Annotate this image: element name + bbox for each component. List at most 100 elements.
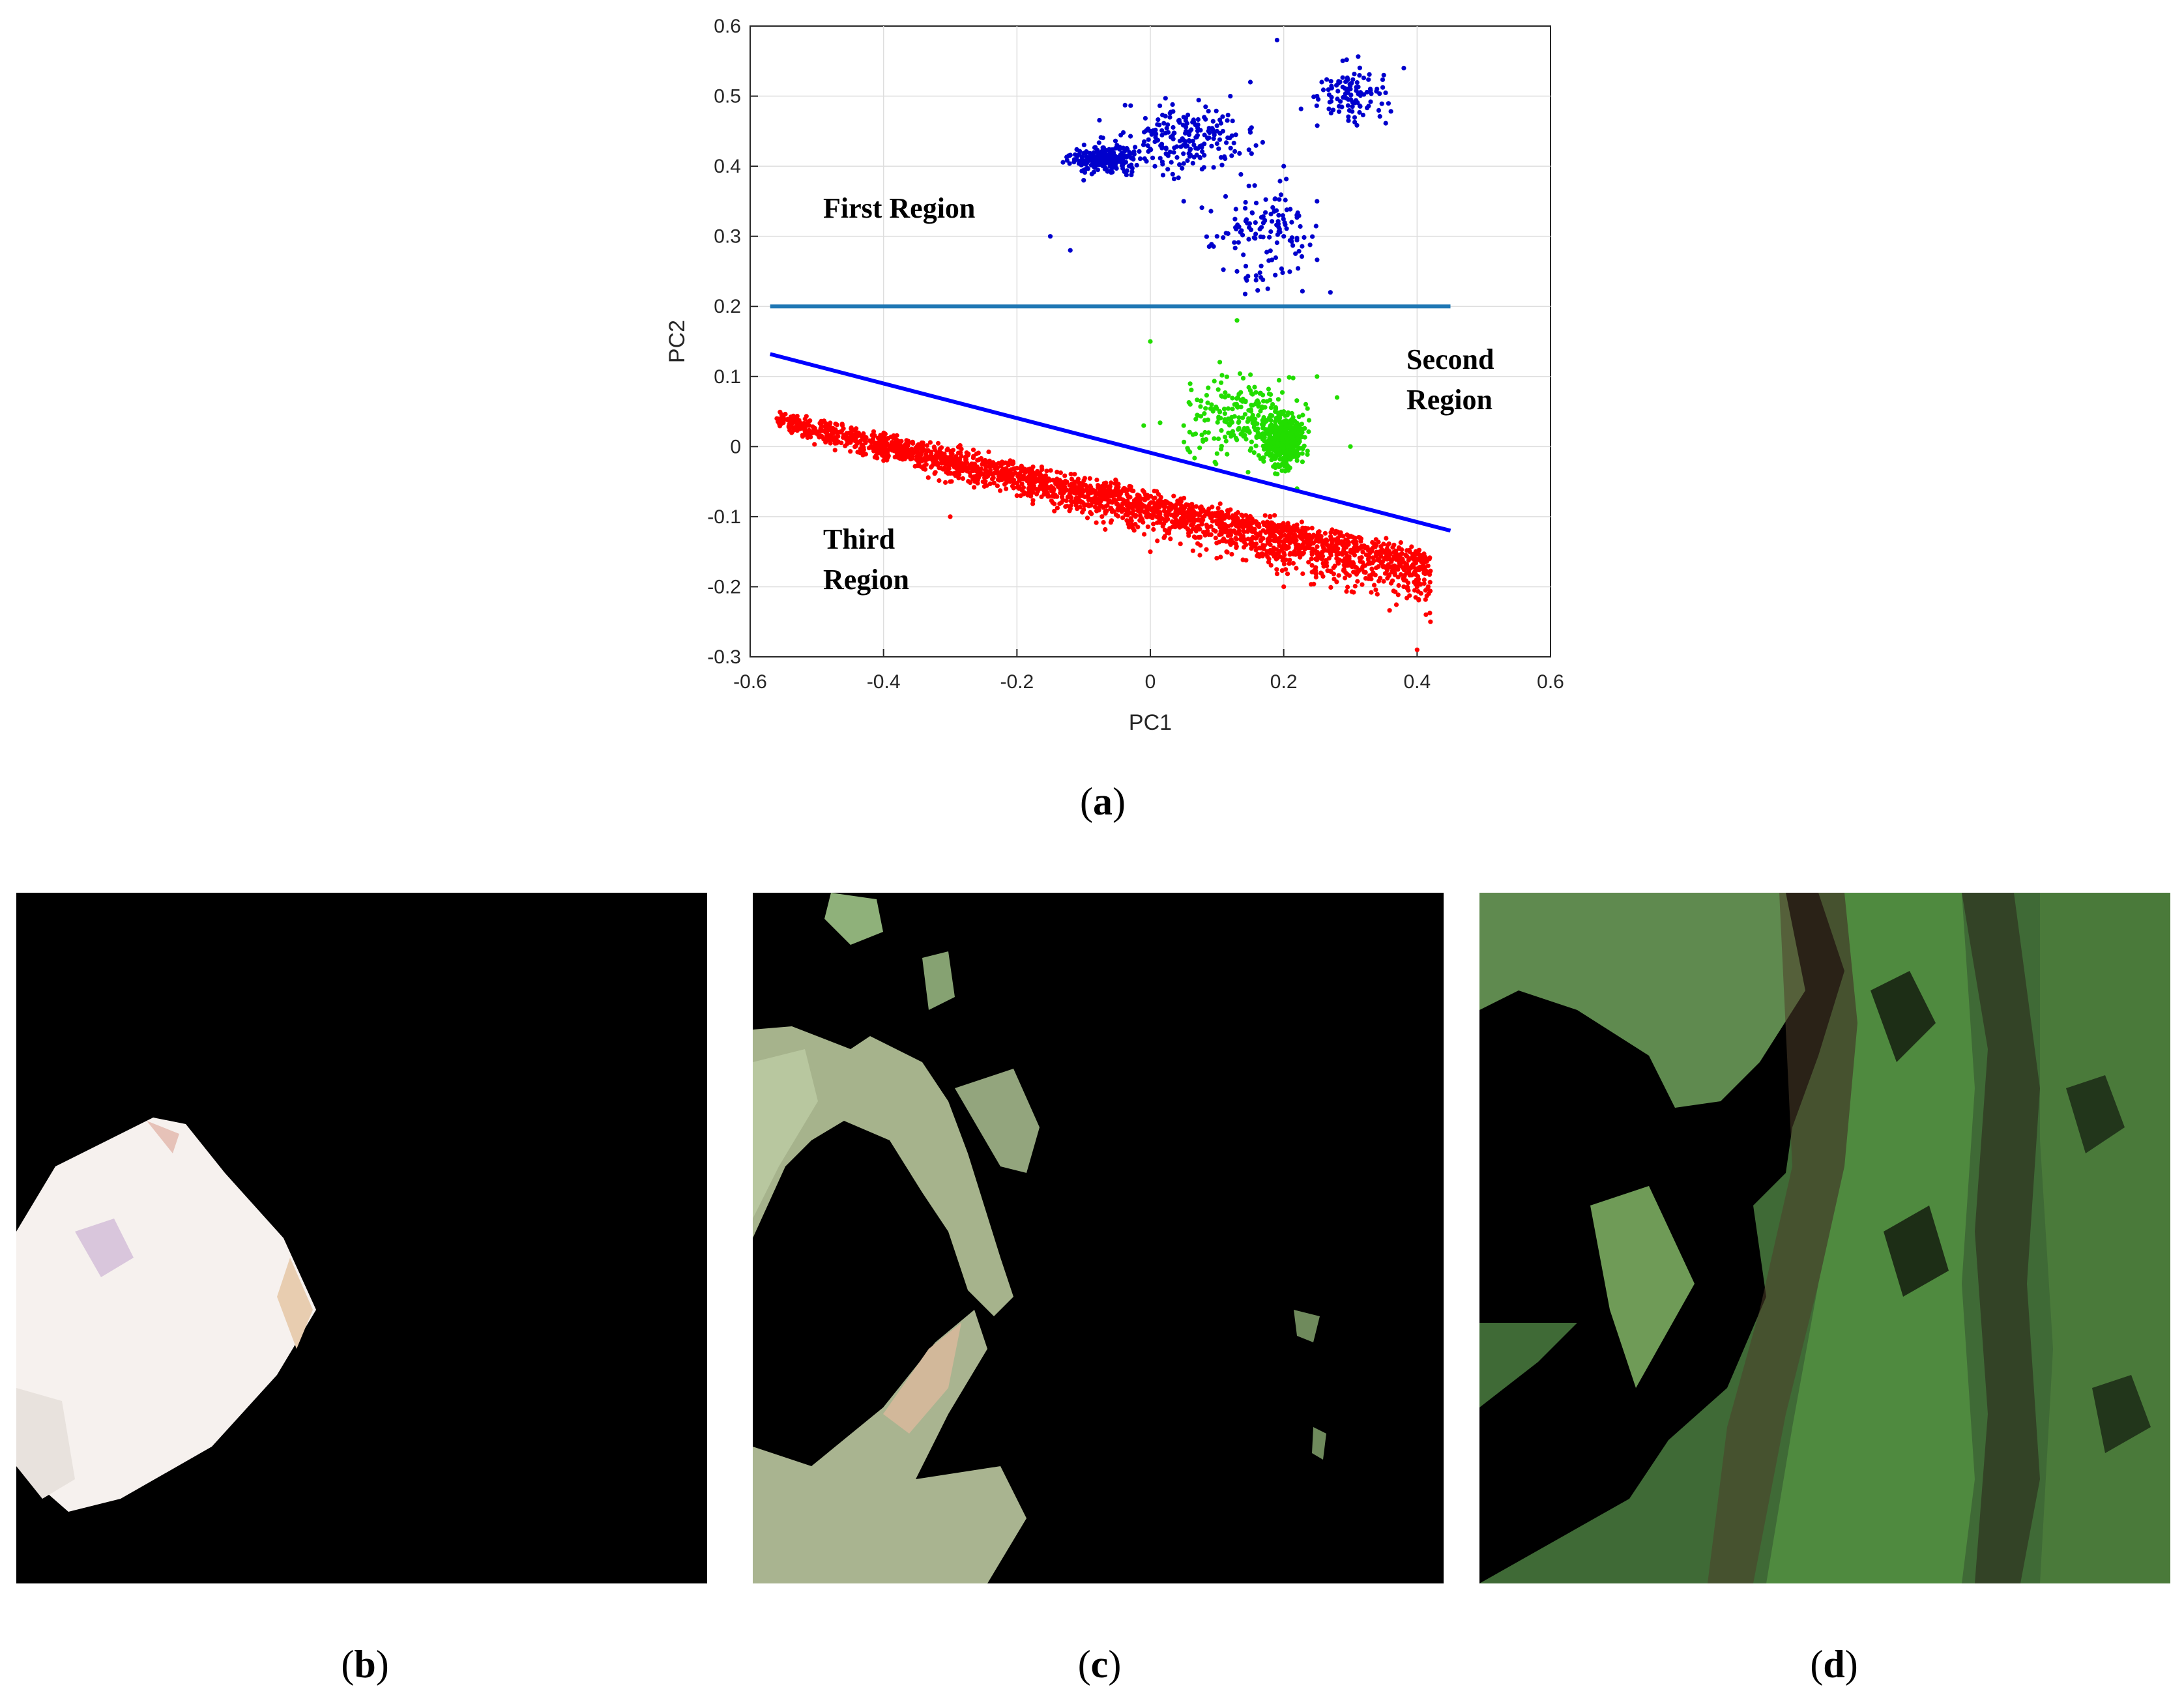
data-point — [983, 468, 988, 473]
data-point — [995, 484, 1000, 489]
data-point — [1341, 558, 1346, 564]
data-point — [910, 440, 916, 446]
data-point — [1352, 115, 1358, 120]
data-point — [1233, 542, 1238, 547]
data-point — [1214, 406, 1219, 411]
data-point — [1237, 371, 1243, 377]
data-point — [1144, 158, 1149, 164]
data-point — [1198, 543, 1203, 548]
y-tick-label: 0.4 — [714, 156, 741, 177]
data-point — [1386, 549, 1391, 554]
data-point — [1303, 534, 1309, 539]
data-point — [781, 415, 786, 420]
data-point — [1206, 244, 1212, 249]
data-point — [924, 448, 929, 454]
data-point — [1260, 139, 1265, 145]
data-point — [871, 448, 877, 454]
data-point — [1137, 156, 1143, 162]
data-point — [1026, 490, 1031, 495]
data-point — [1287, 455, 1292, 460]
panel-b-first-region-image — [16, 893, 707, 1583]
data-point — [1062, 473, 1068, 478]
data-point — [944, 448, 950, 453]
data-point — [852, 444, 858, 450]
data-point — [1266, 556, 1272, 562]
data-point — [1165, 167, 1171, 172]
data-point — [1328, 534, 1333, 539]
data-point — [1038, 484, 1043, 489]
data-point — [1326, 92, 1332, 97]
data-point — [1346, 118, 1351, 123]
data-point — [1181, 199, 1186, 204]
data-point — [1171, 150, 1176, 155]
data-point — [1058, 470, 1063, 476]
series-1-points — [1141, 318, 1353, 491]
data-point — [1232, 246, 1238, 251]
data-point — [1137, 513, 1143, 518]
data-point — [1285, 410, 1290, 415]
data-point — [1220, 128, 1225, 134]
data-point — [1352, 553, 1357, 558]
data-point — [1213, 528, 1218, 534]
data-point — [1117, 147, 1122, 152]
data-point — [1350, 104, 1355, 109]
data-point — [1386, 101, 1391, 106]
data-point — [1049, 498, 1054, 503]
data-point — [1279, 568, 1285, 573]
data-point — [1345, 563, 1350, 568]
data-point — [1309, 582, 1314, 587]
data-point — [1208, 532, 1214, 538]
data-point — [1334, 395, 1340, 400]
data-point — [1313, 224, 1318, 229]
data-point — [1277, 453, 1283, 458]
data-point — [1277, 457, 1283, 462]
data-point — [1414, 647, 1420, 652]
data-point — [1098, 493, 1103, 498]
data-point — [997, 478, 1002, 483]
data-point — [1273, 465, 1278, 470]
data-point — [1203, 509, 1209, 515]
data-point — [1310, 234, 1315, 239]
data-point — [1356, 54, 1361, 59]
data-point — [1209, 402, 1214, 407]
data-point — [1387, 572, 1392, 577]
data-point — [1423, 555, 1428, 560]
data-point — [1183, 130, 1188, 136]
data-point — [1060, 485, 1066, 490]
data-point — [1206, 128, 1211, 134]
data-point — [1289, 411, 1294, 416]
x-tick-label: 0.4 — [1403, 671, 1431, 693]
data-point — [1216, 146, 1221, 151]
data-point — [1276, 212, 1281, 218]
data-point — [1294, 398, 1300, 403]
data-point — [1029, 472, 1034, 478]
data-point — [1014, 493, 1019, 498]
data-point — [1315, 257, 1320, 263]
data-point — [1231, 140, 1236, 146]
data-point — [1315, 374, 1320, 379]
data-point — [1128, 134, 1133, 139]
data-point — [1085, 150, 1090, 155]
data-point — [1233, 512, 1238, 517]
data-point — [896, 448, 901, 454]
data-point — [1103, 509, 1108, 515]
data-point — [1255, 426, 1260, 431]
data-point — [1348, 560, 1353, 565]
data-point — [1320, 87, 1326, 93]
data-point — [1313, 575, 1318, 580]
data-point — [1225, 513, 1230, 518]
data-point — [1367, 573, 1372, 578]
data-point — [1286, 468, 1291, 473]
data-point — [1268, 229, 1274, 235]
data-point — [1373, 537, 1378, 542]
data-point — [1236, 415, 1242, 420]
data-point — [1120, 515, 1126, 521]
data-point — [1416, 577, 1421, 582]
subfigure-label-b: (b) — [341, 1643, 389, 1686]
data-point — [1214, 123, 1219, 128]
data-point — [1110, 165, 1115, 171]
data-point — [1145, 524, 1150, 530]
data-point — [1120, 157, 1126, 162]
data-point — [1262, 513, 1268, 518]
data-point — [1115, 502, 1120, 507]
